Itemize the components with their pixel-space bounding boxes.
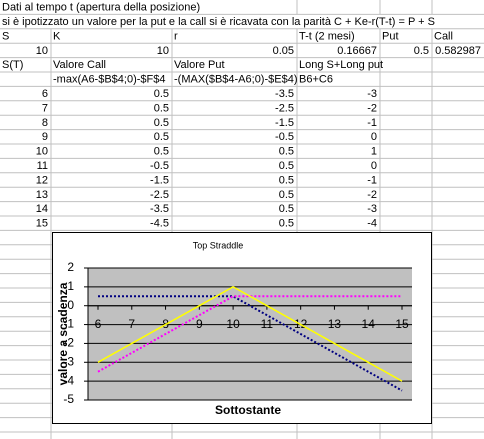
- text-cell: Put: [382, 30, 399, 42]
- number-cell: 0.5: [154, 117, 169, 129]
- text-cell: Call: [434, 30, 453, 42]
- text-cell: Dati al tempo t (apertura della posizion…: [2, 2, 200, 14]
- x-tick-label: 7: [128, 317, 135, 331]
- number-cell: -0.5: [150, 160, 169, 172]
- number-cell: -0.5: [275, 131, 294, 143]
- number-cell: 0.5: [154, 131, 169, 143]
- number-cell: -2: [367, 102, 377, 114]
- y-tick-label: 2: [67, 260, 74, 274]
- y-tick-label: -2: [63, 336, 74, 350]
- number-cell: -1: [367, 117, 377, 129]
- number-cell: 0.16667: [337, 45, 377, 57]
- number-cell: 10: [157, 45, 169, 57]
- number-cell: -1.5: [150, 174, 169, 186]
- text-cell: T-t (2 mesi): [299, 30, 355, 42]
- number-cell: 13: [36, 189, 48, 201]
- text-cell: -(MAX($B$4-A6;0)-$E$4): [174, 74, 298, 86]
- number-cell: 12: [36, 174, 48, 186]
- number-cell: 0.582987: [435, 45, 481, 57]
- number-cell: -1.5: [275, 117, 294, 129]
- number-cell: 0: [371, 160, 377, 172]
- x-tick-label: 11: [261, 317, 274, 331]
- text-cell: Valore Put: [174, 59, 225, 71]
- number-cell: 0.5: [279, 174, 294, 186]
- text-cell: S(T): [2, 59, 23, 71]
- number-cell: 6: [42, 88, 48, 100]
- number-cell: 0: [371, 131, 377, 143]
- x-tick-label: 6: [95, 317, 102, 331]
- plot-area: [88, 268, 412, 400]
- series-line: [97, 295, 402, 373]
- y-tick-label: 1: [67, 279, 74, 293]
- number-cell: -2.5: [150, 189, 169, 201]
- y-axis-title: valore a scadenza: [56, 282, 70, 385]
- number-cell: 7: [42, 102, 48, 114]
- number-cell: 0.5: [279, 146, 294, 158]
- number-cell: 0.05: [273, 45, 294, 57]
- text-cell: S: [2, 30, 9, 42]
- text-cell: Long S+Long put: [299, 59, 383, 71]
- number-cell: 0.5: [279, 218, 294, 230]
- text-cell: B6+C6: [299, 74, 333, 86]
- x-axis-title: Sottostante: [215, 403, 281, 417]
- number-cell: -3: [367, 88, 377, 100]
- y-tick-label: 0: [67, 298, 74, 312]
- number-cell: 8: [42, 117, 48, 129]
- x-tick-label: 10: [226, 317, 240, 331]
- number-cell: 11: [37, 160, 48, 172]
- number-cell: 9: [42, 131, 48, 143]
- x-tick-label: 13: [328, 317, 342, 331]
- number-cell: -3: [367, 203, 377, 215]
- number-cell: 0.5: [154, 88, 169, 100]
- number-cell: 0.5: [414, 45, 429, 57]
- y-tick-label: -3: [63, 354, 74, 368]
- number-cell: 1: [371, 146, 377, 158]
- text-cell: K: [53, 30, 61, 42]
- chart-title: Top Straddle: [193, 240, 244, 250]
- text-cell: si è ipotizzato un valore per la put e l…: [2, 16, 435, 28]
- text-cell: -max(A6-$B$4;0)-$F$4: [53, 74, 166, 86]
- y-tick-label: -1: [63, 317, 74, 331]
- number-cell: 14: [36, 203, 48, 215]
- number-cell: 0.5: [279, 203, 294, 215]
- text-cell: Valore Call: [53, 59, 106, 71]
- y-tick-label: -4: [63, 373, 74, 387]
- number-cell: 0.5: [154, 146, 169, 158]
- number-cell: 10: [36, 146, 48, 158]
- number-cell: -4: [367, 218, 377, 230]
- number-cell: 0.5: [279, 189, 294, 201]
- number-cell: -1: [367, 174, 377, 186]
- x-tick-label: 9: [196, 317, 203, 331]
- series-line: [97, 285, 403, 382]
- number-cell: -3.5: [275, 88, 294, 100]
- x-tick-label: 14: [362, 317, 376, 331]
- number-cell: -4.5: [150, 218, 169, 230]
- number-cell: 0.5: [154, 102, 169, 114]
- number-cell: 10: [36, 45, 48, 57]
- text-cell: r: [174, 30, 178, 42]
- number-cell: 0.5: [279, 160, 294, 172]
- number-cell: 15: [36, 218, 48, 230]
- x-tick-label: 15: [395, 317, 409, 331]
- number-cell: -2.5: [275, 102, 294, 114]
- y-tick-label: -5: [63, 392, 74, 406]
- number-cell: -3.5: [150, 203, 169, 215]
- number-cell: -2: [367, 189, 377, 201]
